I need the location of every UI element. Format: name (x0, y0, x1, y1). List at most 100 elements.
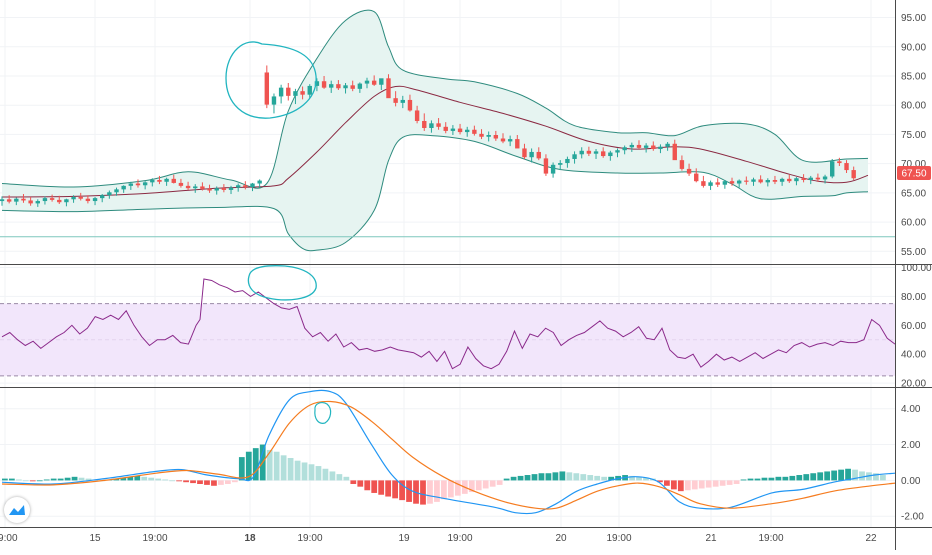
candle (779, 177, 785, 186)
annotation-circle-macd (314, 402, 332, 424)
candle (64, 198, 69, 207)
candle (28, 196, 33, 206)
macd-y-tick-label: 2.00 (901, 440, 921, 451)
candle (164, 177, 169, 186)
candle (314, 78, 320, 92)
macd-histogram-bar (768, 477, 775, 481)
candle (572, 151, 577, 164)
macd-histogram-bar (43, 479, 50, 481)
candle (99, 194, 105, 203)
tradingview-logo-icon[interactable] (4, 497, 30, 523)
macd-histogram-bar (545, 473, 552, 481)
x-tick-label: 19:00 (758, 533, 783, 544)
candle-body (78, 196, 83, 199)
candle (472, 125, 477, 136)
macd-histogram-bar (594, 475, 601, 481)
price-y-tick-label: 75.00 (901, 130, 926, 141)
rsi-y-tick-label: 100.00 (901, 263, 932, 274)
rsi-y-tick-label: 60.00 (901, 321, 926, 332)
macd-histogram-bar (503, 478, 510, 481)
macd-histogram-bar (280, 455, 287, 481)
candle-body (278, 87, 284, 97)
candle (794, 177, 799, 186)
candle-body (529, 151, 534, 158)
macd-histogram-bar (29, 480, 36, 482)
macd-histogram-bar (468, 480, 475, 493)
macd-histogram-bar (789, 475, 796, 481)
macd-histogram-bar (712, 480, 719, 487)
candle (486, 131, 491, 142)
candle-body (765, 180, 771, 183)
candle (150, 178, 155, 187)
candle-body (665, 143, 670, 147)
candle-body (142, 182, 148, 186)
candle (608, 150, 613, 161)
candle (457, 123, 463, 135)
candle-body (157, 180, 162, 182)
candle (801, 174, 806, 183)
macd-histogram-bar (385, 480, 392, 497)
macd-histogram-bar (392, 480, 399, 499)
candle (193, 184, 198, 193)
x-tick-label: 18 (244, 533, 256, 544)
candle-body (472, 129, 477, 134)
candle (35, 199, 40, 207)
macd-histogram-bar (50, 478, 57, 481)
macd-histogram-bar (162, 479, 169, 481)
macd-histogram-bar (148, 477, 155, 481)
candle-body (300, 91, 305, 95)
macd-histogram-bar (238, 457, 245, 481)
candle (200, 182, 205, 191)
candle-body (758, 179, 763, 183)
candle (293, 88, 298, 105)
candle (679, 155, 685, 171)
macd-histogram-bar (587, 475, 594, 481)
candle (772, 175, 778, 185)
macd-histogram-bar (831, 470, 838, 481)
candle (243, 181, 248, 190)
macd-histogram-bar (636, 476, 642, 481)
candle-body (21, 198, 26, 201)
candle (286, 82, 291, 101)
candle (837, 157, 842, 166)
candle (85, 195, 91, 204)
candle (751, 177, 756, 186)
candle-body (400, 99, 405, 103)
candle-body (114, 189, 119, 193)
candle-body (107, 192, 112, 196)
price-y-tick-label: 95.00 (901, 13, 926, 24)
macd-histogram-bar (705, 480, 712, 488)
rsi-y-tick-label: 80.00 (901, 292, 926, 303)
candle-body (0, 199, 5, 202)
candle (629, 142, 635, 152)
macd-histogram-bar (733, 480, 740, 484)
candle-body (622, 147, 627, 151)
candle-body (228, 187, 234, 190)
macd-histogram-bar (322, 468, 329, 481)
candle (694, 168, 699, 183)
macd-histogram-bar (252, 448, 259, 481)
candle-body (293, 91, 298, 96)
macd-histogram-bar (531, 474, 538, 481)
candle (235, 183, 241, 192)
candle-body (837, 161, 842, 164)
candle (178, 178, 184, 188)
x-tick-label: 15 (89, 533, 101, 544)
macd-histogram-bar (120, 477, 127, 481)
candle (658, 144, 663, 154)
macd-histogram-bar (350, 480, 357, 484)
indicator-bands (0, 9, 895, 377)
candle (636, 140, 642, 150)
x-tick-label: 19 (398, 533, 410, 544)
candle-body (479, 133, 484, 137)
candle-body (164, 178, 169, 182)
candle (400, 95, 405, 109)
candle-body (493, 135, 499, 139)
candle (815, 173, 821, 182)
candle (851, 166, 856, 181)
candle (357, 82, 363, 93)
macd-histogram-bar (8, 478, 15, 481)
